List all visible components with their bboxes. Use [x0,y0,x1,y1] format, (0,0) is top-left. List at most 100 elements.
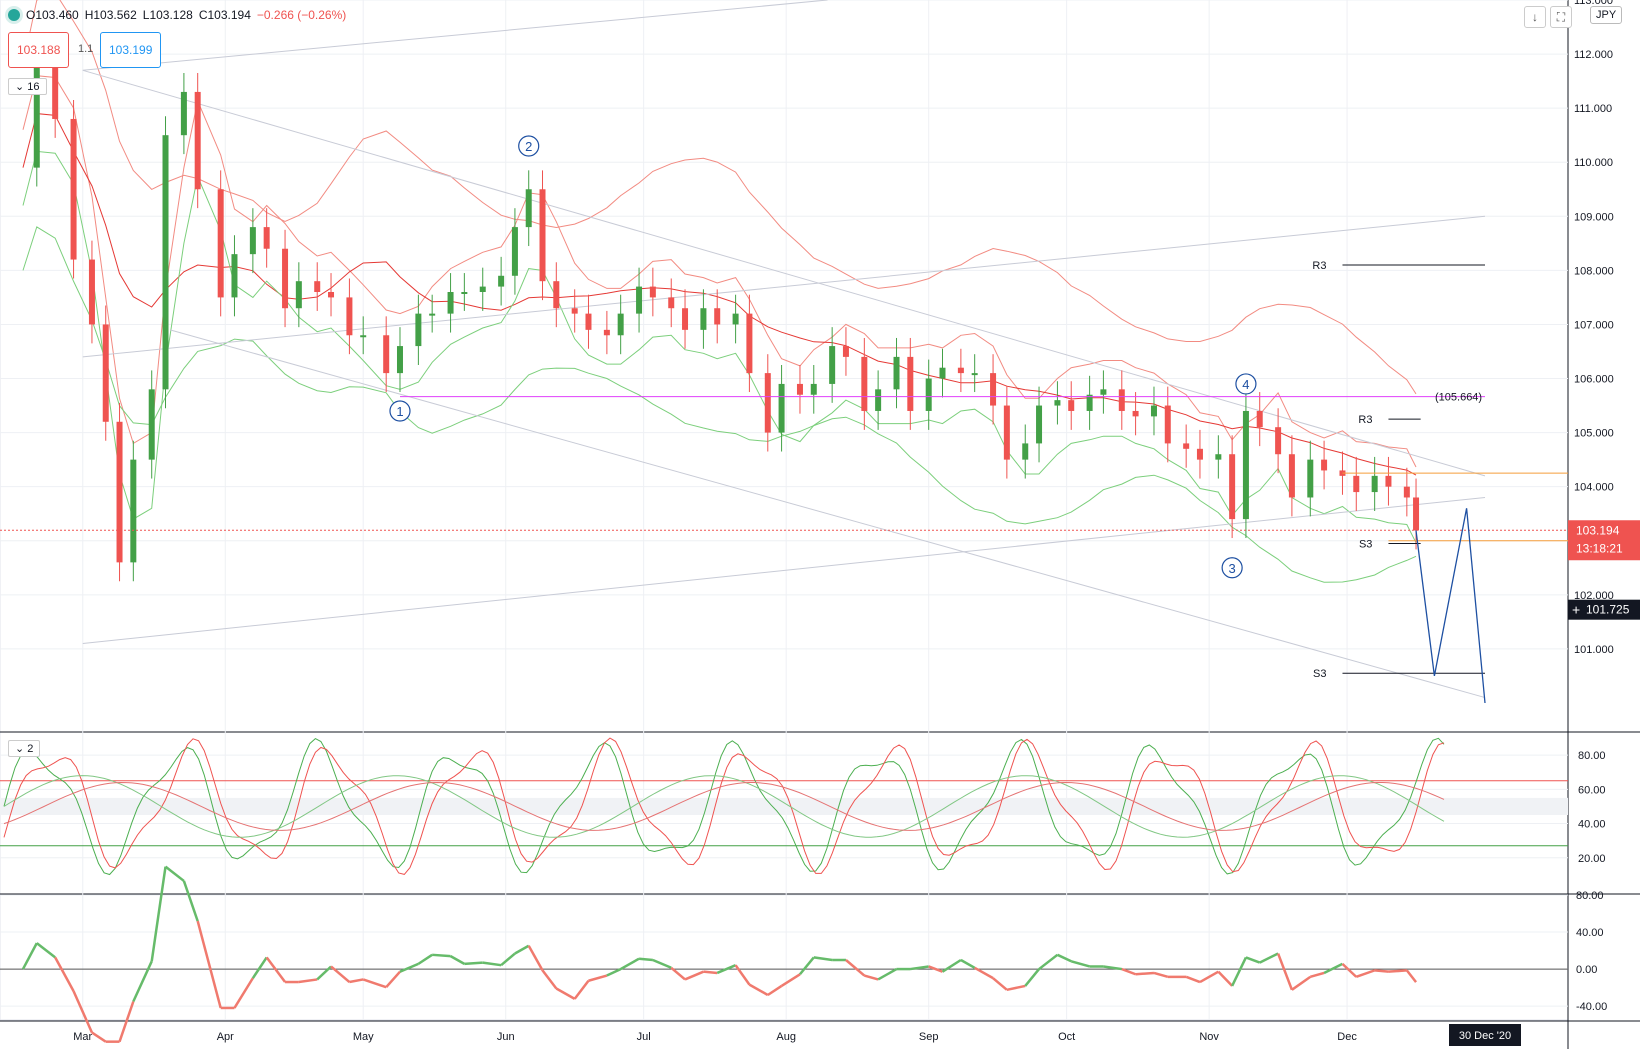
buy-button[interactable]: 103.199 [100,32,162,68]
candle-body[interactable] [346,297,353,336]
candle-body[interactable] [796,383,803,395]
candle-body[interactable] [1229,454,1236,520]
candle-body[interactable] [498,275,505,287]
candle-body[interactable] [842,346,849,357]
candle-body[interactable] [1275,427,1282,455]
candle-body[interactable] [649,286,656,298]
candle-body[interactable] [603,329,610,336]
candle-body[interactable] [148,389,155,460]
candle-body[interactable] [429,313,436,316]
candle-body[interactable] [511,227,518,276]
candle-body[interactable] [1100,389,1107,395]
candle-body[interactable] [1307,459,1314,498]
candle-body[interactable] [778,383,785,433]
candle-body[interactable] [1353,475,1360,493]
candle-body[interactable] [1003,405,1010,460]
candle-body[interactable] [1196,448,1203,460]
candle-body[interactable] [1403,486,1410,498]
candle-body[interactable] [732,313,739,325]
candle-body[interactable] [907,356,914,411]
sell-button[interactable]: 103.188 [8,32,70,68]
candle-body[interactable] [1215,454,1222,460]
candle-body[interactable] [1068,400,1075,411]
candle-body[interactable] [861,356,868,411]
candle-body[interactable] [194,91,201,190]
wave-label-circle[interactable] [1235,373,1257,395]
wave-label-circle[interactable] [1221,557,1243,579]
candle-body[interactable] [1256,410,1263,428]
candle-body[interactable] [939,367,946,379]
price-pane[interactable]: R3 R3 S3 S3 (105.664) 1 2 3 4 [0,0,1568,704]
candle-body[interactable] [829,346,836,384]
candle-body[interactable] [479,286,486,292]
candle-body[interactable] [875,389,882,411]
candle-body[interactable] [282,248,289,309]
candle-body[interactable] [893,356,900,390]
candle-body[interactable] [957,367,964,374]
candle-body[interactable] [682,308,689,330]
candle-body[interactable] [1150,405,1157,417]
wave-label-circle[interactable] [389,400,411,422]
candle-body[interactable] [1321,459,1328,471]
candle-body[interactable] [1054,400,1061,406]
candle-body[interactable] [539,189,546,282]
candle-body[interactable] [714,308,721,325]
candle-body[interactable] [231,254,238,298]
trendline[interactable] [169,329,1486,699]
candle-body[interactable] [925,378,932,411]
indicators-toggle[interactable]: ⌄ 16 [8,78,47,95]
candle-body[interactable] [33,59,40,168]
candle-body[interactable] [88,259,95,325]
candle-body[interactable] [461,292,468,294]
forecast-path[interactable] [1415,508,1486,704]
candle-body[interactable] [764,373,771,433]
candle-body[interactable] [636,286,643,314]
candle-body[interactable] [585,313,592,330]
oscillator-toggle[interactable]: ⌄ 2 [8,740,41,757]
momentum-pane[interactable] [0,865,1568,1043]
candle-body[interactable] [180,91,187,136]
candle-body[interactable] [396,346,403,374]
candle-body[interactable] [1183,443,1190,449]
candle-body[interactable] [217,189,224,298]
trendline[interactable] [82,69,1486,477]
candle-body[interactable] [571,308,578,314]
candle-body[interactable] [1132,410,1139,417]
candle-body[interactable] [116,421,123,563]
candle-body[interactable] [383,335,390,374]
candle-body[interactable] [52,59,59,119]
wave-label-circle[interactable] [518,135,540,157]
candle-body[interactable] [810,383,817,395]
candle-body[interactable] [1242,410,1249,520]
candle-body[interactable] [1118,389,1125,411]
candle-body[interactable] [70,118,77,260]
candle-body[interactable] [1022,443,1029,460]
candle-body[interactable] [1036,405,1043,444]
candle-body[interactable] [1086,394,1093,411]
candle-body[interactable] [102,324,109,422]
candle-body[interactable] [1164,405,1171,444]
candle-body[interactable] [1385,475,1392,487]
down-arrow-icon[interactable]: ↓ [1524,6,1546,28]
candle-body[interactable] [1288,454,1295,498]
price-axis[interactable]: 101.000102.000103.000104.000105.000106.0… [1568,0,1640,1013]
candle-body[interactable] [553,281,560,309]
time-axis[interactable]: Mar Apr May Jun Jul Aug Sep Oct Nov Dec 30 Dec '20 [73,1024,1521,1046]
candle-body[interactable] [971,373,978,376]
stochastic-pane[interactable] [0,737,1568,876]
candle-body[interactable] [360,335,367,338]
candle-body[interactable] [263,227,270,249]
candle-body[interactable] [746,313,753,374]
candle-body[interactable] [1371,475,1378,493]
candle-body[interactable] [617,313,624,336]
candle-body[interactable] [700,308,707,330]
candle-body[interactable] [130,459,137,563]
candle-body[interactable] [249,227,256,255]
trendline[interactable] [82,496,1486,644]
trendline[interactable] [82,215,1486,358]
candle-body[interactable] [162,135,169,390]
candle-body[interactable] [328,292,335,298]
trendline[interactable] [82,0,828,71]
candle-body[interactable] [525,189,532,228]
